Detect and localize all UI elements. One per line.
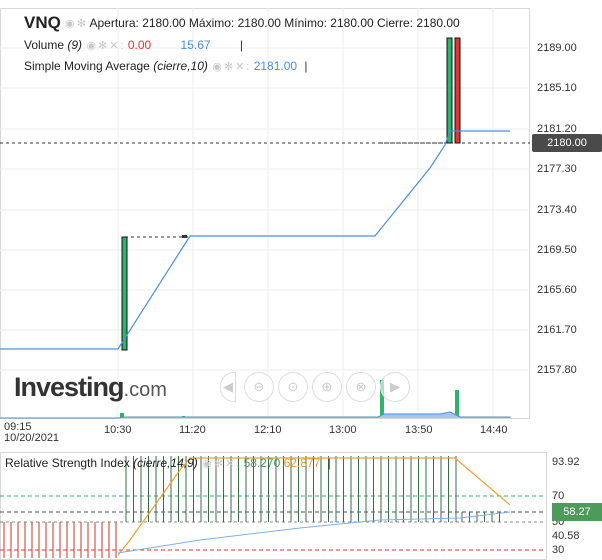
sma-line [0,130,510,350]
price-tick: 2181.20 [537,123,577,135]
volume-param: (9) [67,38,83,52]
separator-icon: : [120,40,124,52]
volume-legend: Volume (9) ◉ ✻ ✕: 0.00 15.67 | [24,38,243,52]
price-tick: 2185.10 [537,82,577,94]
separator-icon: : [236,458,240,470]
volume-value-2: 15.67 [180,38,211,52]
volume-bars [0,380,511,419]
time-tick: 13:00 [329,424,357,436]
sma-legend: Simple Moving Average (cierre,10) ◉ ✻ ✕: 2… [24,59,308,73]
legend-cursor: | [327,456,331,470]
rsi-name: Relative Strength Index [5,456,130,470]
rsi-tick: 40.58 [552,530,580,542]
close-icon[interactable]: ✕ [224,458,235,470]
legend-cursor: | [304,59,308,73]
main-plot-border [0,8,530,419]
sma-value: 2181.00 [253,59,298,73]
eye-icon[interactable]: ◉ [65,18,75,30]
current-price-badge: 2180.00 [532,134,602,152]
gear-icon[interactable]: ✻ [76,18,86,30]
gear-icon[interactable]: ✻ [98,40,108,52]
sma-name: Simple Moving Average [24,59,150,73]
price-tick: 2157.80 [537,364,577,376]
rsi-signal-line [117,511,511,554]
price-tick: 2161.70 [537,324,577,336]
rsi-value-1: 58.270 [243,456,281,470]
vertical-grid [117,8,494,418]
investing-logo: Investing.com [14,372,167,402]
legend-cursor: | [239,38,244,52]
zoom-out-icon[interactable]: ⊖ [244,372,274,402]
time-tick: 12:10 [254,424,282,436]
fit-icon[interactable]: ⊗ [346,372,376,402]
price-tick: 2177.30 [537,163,577,175]
time-tick: 09:15 [4,421,32,433]
horizontal-grid [0,47,530,371]
rsi-current-badge: 58.27 [552,503,602,521]
scroll-right-icon[interactable]: ▶ [380,372,410,402]
price-tick: 2173.40 [537,204,577,216]
close-icon[interactable]: ✕ [235,61,245,73]
close-icon[interactable]: ✕ [109,40,119,52]
rsi-red-bars [3,522,117,558]
candle-up-1030 [121,236,128,351]
separator-icon: : [246,61,250,73]
eye-icon[interactable]: ◉ [212,61,222,73]
price-tick: 2169.50 [537,244,577,256]
candle-down-1355 [454,37,461,144]
rsi-param: (cierre,14,9) [133,456,198,470]
rsi-legend: Relative Strength Index (cierre,14,9) ◉ ✻… [5,456,331,470]
symbol-title: VNQ [24,13,61,32]
gear-icon[interactable]: ✻ [223,61,234,73]
rsi-line [117,457,511,556]
time-date: 10/20/2021 [4,432,60,444]
volume-value-1: 0.00 [127,38,152,52]
zoom-in-icon[interactable]: ⊕ [312,372,342,402]
rsi-green-bars [125,456,500,522]
candle-up-1350 [446,37,453,144]
scroll-left-icon[interactable]: ◀ [220,372,236,402]
gear-icon[interactable]: ✻ [213,458,223,470]
volume-name: Volume [24,38,65,52]
rsi-tick: 30 [552,544,565,556]
ohlc-text: Apertura: 2180.00 Máximo: 2180.00 Mínimo… [89,16,460,30]
volume-sma [0,411,511,419]
time-tick: 10:30 [104,424,132,436]
rsi-tick: 93.92 [552,456,580,468]
eye-icon[interactable]: ◉ [86,40,96,52]
chart-toolbar: ◀ ⊖ ⊙ ⊕ ⊗ ▶ [214,372,410,402]
rsi-value-2: 62.877 [283,456,321,470]
time-tick: 11:20 [179,424,206,436]
price-tick: 2165.60 [537,284,577,296]
sma-param: (cierre,10) [153,59,208,73]
eye-icon[interactable]: ◉ [202,458,212,470]
time-tick: 14:40 [480,424,508,436]
zoom-reset-icon[interactable]: ⊙ [278,372,308,402]
time-tick: 13:50 [405,424,433,436]
price-tick: 2189.00 [537,42,577,54]
rsi-tick: 70 [552,490,565,502]
candle-flat-1120 [182,235,187,238]
